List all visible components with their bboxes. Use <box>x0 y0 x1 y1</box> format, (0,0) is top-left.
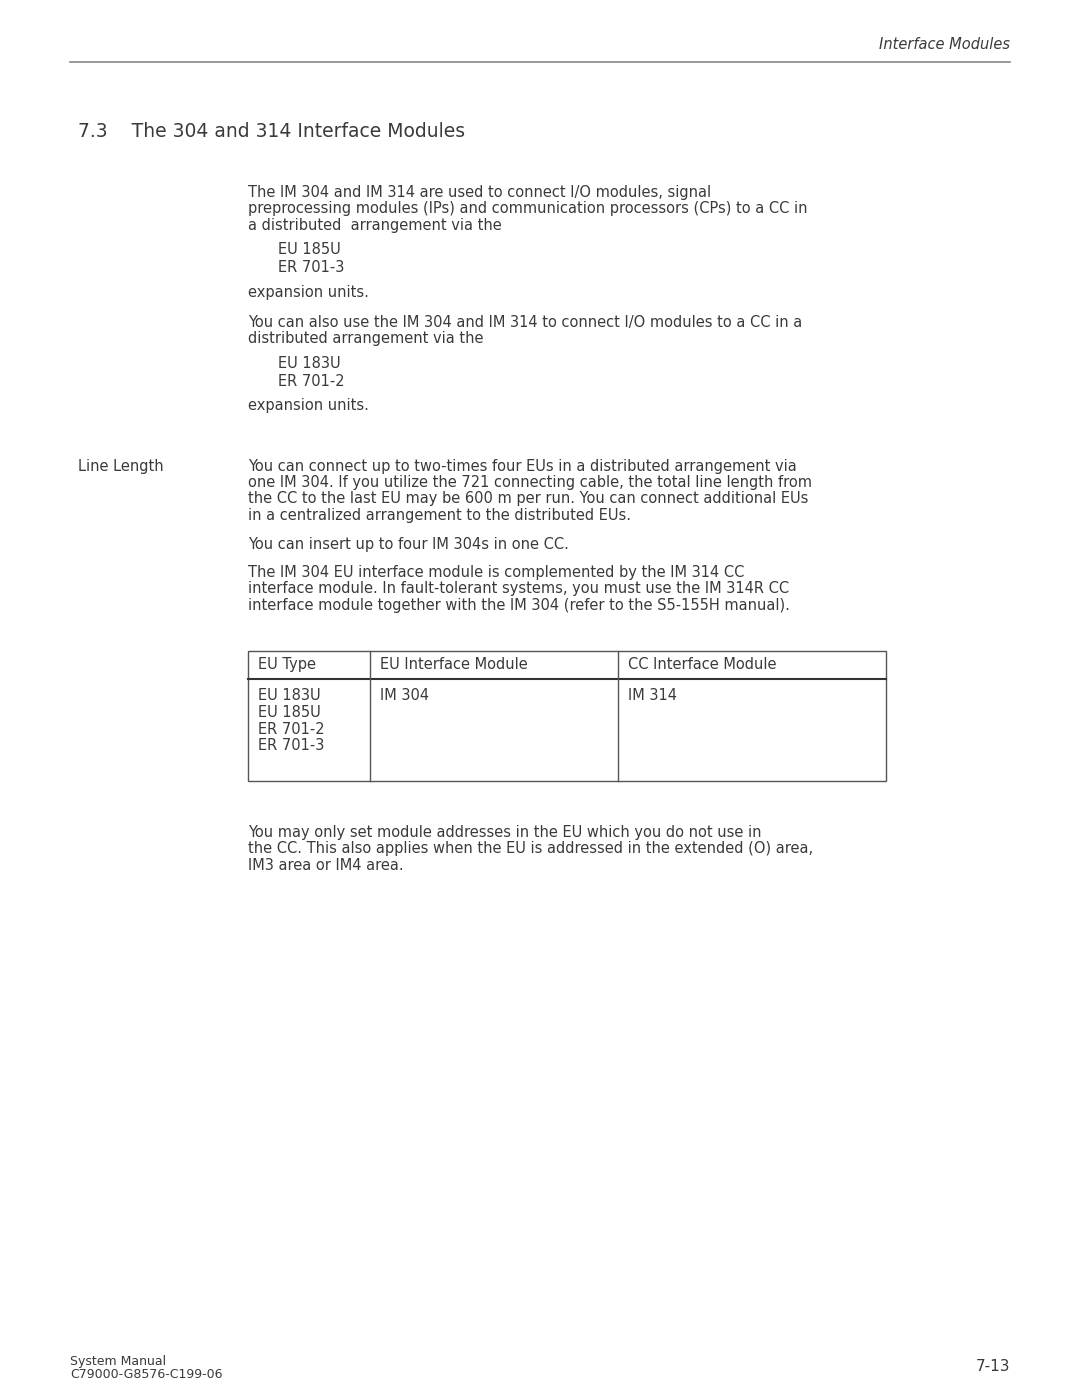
Text: expansion units.: expansion units. <box>248 398 369 414</box>
Text: EU 185U: EU 185U <box>278 243 341 257</box>
Text: the CC to the last EU may be 600 m per run. You can connect additional EUs: the CC to the last EU may be 600 m per r… <box>248 492 808 507</box>
Text: EU 183U: EU 183U <box>258 689 321 704</box>
Text: CC Interface Module: CC Interface Module <box>627 657 777 672</box>
Text: You may only set module addresses in the EU which you do not use in: You may only set module addresses in the… <box>248 824 761 840</box>
Text: 7.3    The 304 and 314 Interface Modules: 7.3 The 304 and 314 Interface Modules <box>78 122 465 141</box>
Text: EU 183U: EU 183U <box>278 356 340 372</box>
Text: The IM 304 EU interface module is complemented by the IM 314 CC: The IM 304 EU interface module is comple… <box>248 564 744 580</box>
Text: IM 304: IM 304 <box>380 689 429 704</box>
Text: the CC. This also applies when the EU is addressed in the extended (O) area,: the CC. This also applies when the EU is… <box>248 841 813 856</box>
Text: interface module. In fault-tolerant systems, you must use the IM 314R CC: interface module. In fault-tolerant syst… <box>248 581 789 597</box>
Text: interface module together with the IM 304 (refer to the S5-155H manual).: interface module together with the IM 30… <box>248 598 789 613</box>
Text: preprocessing modules (IPs) and communication processors (CPs) to a CC in: preprocessing modules (IPs) and communic… <box>248 201 808 217</box>
Text: ER 701-2: ER 701-2 <box>278 374 345 388</box>
Text: EU Type: EU Type <box>258 657 316 672</box>
Text: expansion units.: expansion units. <box>248 285 369 299</box>
Text: EU Interface Module: EU Interface Module <box>380 657 528 672</box>
Text: EU 185U: EU 185U <box>258 705 321 719</box>
Text: IM 314: IM 314 <box>627 689 677 704</box>
Text: ER 701-3: ER 701-3 <box>278 260 345 275</box>
Bar <box>248 651 886 781</box>
Text: Interface Modules: Interface Modules <box>879 36 1010 52</box>
Text: one IM 304. If you utilize the 721 connecting cable, the total line length from: one IM 304. If you utilize the 721 conne… <box>248 475 812 490</box>
Text: ER 701-2: ER 701-2 <box>258 721 325 736</box>
Text: You can insert up to four IM 304s in one CC.: You can insert up to four IM 304s in one… <box>248 536 569 552</box>
Text: You can also use the IM 304 and IM 314 to connect I/O modules to a CC in a: You can also use the IM 304 and IM 314 t… <box>248 314 802 330</box>
Text: in a centralized arrangement to the distributed EUs.: in a centralized arrangement to the dist… <box>248 509 631 522</box>
Text: IM3 area or IM4 area.: IM3 area or IM4 area. <box>248 858 404 873</box>
Text: You can connect up to two-times four EUs in a distributed arrangement via: You can connect up to two-times four EUs… <box>248 458 797 474</box>
Text: System Manual: System Manual <box>70 1355 166 1368</box>
Text: distributed arrangement via the: distributed arrangement via the <box>248 331 484 346</box>
Text: C79000-G8576-C199-06: C79000-G8576-C199-06 <box>70 1368 222 1382</box>
Text: 7-13: 7-13 <box>975 1359 1010 1375</box>
Text: ER 701-3: ER 701-3 <box>258 738 324 753</box>
Text: Line Length: Line Length <box>78 458 164 474</box>
Text: a distributed  arrangement via the: a distributed arrangement via the <box>248 218 502 233</box>
Text: The IM 304 and IM 314 are used to connect I/O modules, signal: The IM 304 and IM 314 are used to connec… <box>248 184 711 200</box>
